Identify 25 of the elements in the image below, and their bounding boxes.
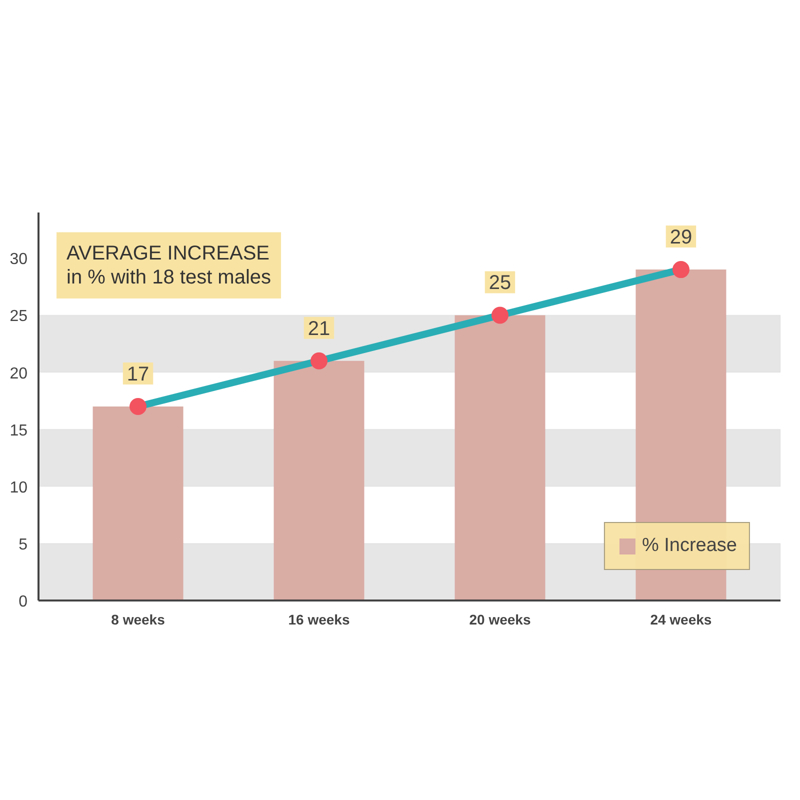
x-tick-label: 20 weeks: [469, 612, 531, 628]
y-tick-label: 25: [10, 308, 28, 326]
point: [310, 352, 328, 370]
y-tick-label: 30: [10, 251, 28, 268]
x-tick-label: 8 weeks: [111, 612, 166, 628]
y-tick-label: 10: [10, 479, 28, 496]
text: AVERAGE INCREASE: [66, 242, 270, 264]
point: [491, 306, 508, 324]
point: [130, 398, 147, 415]
y-tick-label: 0: [18, 594, 28, 610]
x-tick-label: 24 weeks: [650, 612, 712, 628]
data-label: 29: [670, 226, 692, 249]
bar: [92, 406, 184, 600]
text: in % with 18 test males: [66, 266, 272, 288]
legend-label: % Increase: [642, 535, 737, 557]
data-label: 17: [126, 364, 150, 386]
y-tick-label: 5: [18, 536, 28, 554]
data-label: 21: [308, 318, 330, 340]
bar: [454, 315, 546, 600]
x-tick-label: 16 weeks: [288, 612, 350, 628]
y-tick-label: 15: [10, 422, 28, 440]
y-tick-label: 20: [10, 365, 28, 382]
data-label: 25: [488, 272, 512, 294]
bar: [274, 360, 364, 600]
point: [672, 261, 690, 278]
